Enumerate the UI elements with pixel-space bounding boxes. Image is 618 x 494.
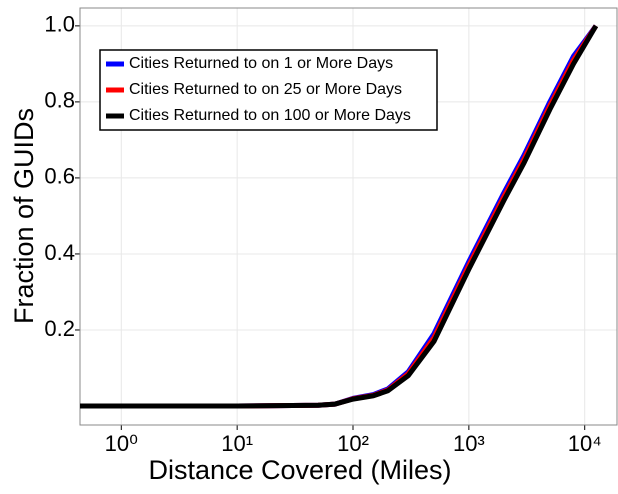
x-axis-label: Distance Covered (Miles) — [148, 455, 451, 485]
x-tick-label: 10² — [337, 431, 369, 456]
y-tick-label: 1.0 — [44, 12, 75, 37]
legend-label: Cities Returned to on 100 or More Days — [129, 107, 411, 124]
x-tick-label: 10⁰ — [105, 431, 138, 456]
legend-label: Cities Returned to on 1 or More Days — [129, 55, 393, 72]
series-line — [80, 24, 599, 409]
x-tick-label: 10¹ — [221, 431, 253, 456]
x-tick-label: 10³ — [453, 431, 485, 456]
plot-frame — [79, 7, 618, 426]
y-tick-label: 0.4 — [44, 240, 75, 265]
y-tick-label: 0.6 — [44, 164, 75, 189]
x-tick-label: 10⁴ — [568, 431, 602, 456]
legend-box — [99, 49, 438, 131]
legend-label: Cities Returned to on 25 or More Days — [129, 81, 402, 98]
y-tick-label: 0.2 — [44, 316, 75, 341]
y-axis-label: Fraction of GUIDs — [9, 108, 39, 324]
y-tick-label: 0.8 — [44, 88, 75, 113]
